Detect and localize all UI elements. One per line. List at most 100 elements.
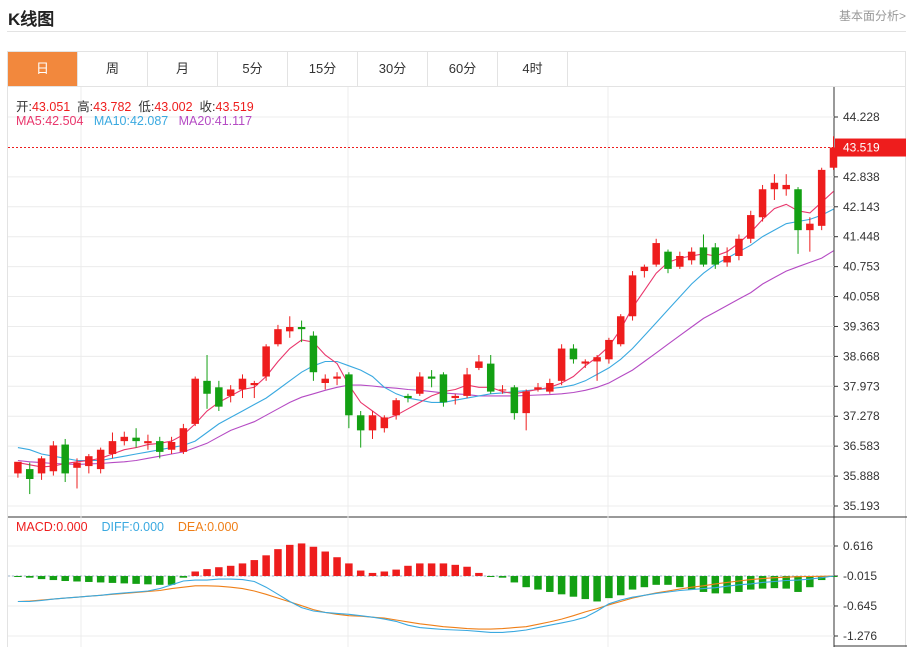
candle-body <box>616 316 625 345</box>
candle-body <box>640 266 649 272</box>
candle-body <box>723 255 731 263</box>
macd-bar <box>49 576 58 581</box>
tab-30min[interactable]: 30分 <box>358 52 428 86</box>
candle-body <box>392 400 400 416</box>
candle-body <box>534 387 542 390</box>
macd-bar <box>510 576 519 583</box>
candle-body <box>427 376 436 379</box>
candle-body <box>49 445 58 472</box>
candle-body <box>404 395 412 399</box>
macd-legend: MACD:0.000 DIFF:0.000 DEA:0.000 <box>16 520 238 534</box>
candle-body <box>747 215 755 239</box>
macd-bar <box>132 576 140 584</box>
kline-chart[interactable]: 44.228 42.838 42.143 41.448 40.753 40.058 39.3… <box>8 87 907 647</box>
page-title: K线图 <box>8 10 55 29</box>
tab-month[interactable]: 月 <box>148 52 218 86</box>
price-tick-label: 35.193 <box>843 499 880 513</box>
tab-5min[interactable]: 5分 <box>218 52 288 86</box>
candle-body <box>463 374 471 396</box>
header: K线图 基本面分析> <box>0 0 911 30</box>
candle-body <box>380 417 389 429</box>
candle-body <box>132 437 140 442</box>
candle-body <box>510 387 519 414</box>
macd-bar <box>723 576 731 594</box>
macd-bar <box>616 576 625 596</box>
macd-bar <box>463 566 471 577</box>
tab-15min[interactable]: 15分 <box>288 52 358 86</box>
macd-bar <box>179 576 188 578</box>
price-tick-label: 42.143 <box>843 200 880 214</box>
price-tick-label: 37.973 <box>843 379 880 393</box>
price-tick-label: 44.228 <box>843 110 880 124</box>
candle-body <box>120 436 129 442</box>
open-value: 43.051 <box>31 100 71 114</box>
candle-body <box>652 243 660 265</box>
candle-body <box>676 255 684 267</box>
macd-bar <box>581 576 590 600</box>
candle-body <box>522 391 530 414</box>
candle-body <box>321 378 329 383</box>
high-value: 43.782 <box>93 100 132 114</box>
macd-bar <box>605 576 613 599</box>
candle-body <box>687 251 696 261</box>
macd-tick-label: -1.276 <box>843 629 877 643</box>
tab-60min[interactable]: 60分 <box>428 52 498 86</box>
macd-bar <box>498 576 507 578</box>
macd-bar <box>167 576 176 585</box>
macd-bar <box>309 546 318 577</box>
macd-value: 0.000 <box>56 520 88 534</box>
fundamental-analysis-link[interactable]: 基本面分析> <box>838 9 906 23</box>
candle-body <box>451 395 459 399</box>
macd-bar <box>262 555 270 577</box>
macd-bar <box>451 564 459 577</box>
candle-body <box>226 389 235 396</box>
candle-body <box>262 346 270 377</box>
macd-bar <box>475 572 483 577</box>
tab-week[interactable]: 周 <box>78 52 148 86</box>
macd-bar <box>215 567 223 577</box>
macd-bar <box>557 576 566 595</box>
macd-bar <box>108 576 117 583</box>
macd-bar <box>534 576 542 590</box>
dea-value: 0.000 <box>207 520 239 534</box>
macd-bar <box>404 565 412 577</box>
macd-bar <box>664 576 672 585</box>
candle-body <box>794 189 802 231</box>
macd-bar <box>593 576 601 602</box>
candle-body <box>85 456 93 467</box>
tab-day[interactable]: 日 <box>8 52 78 86</box>
candle-body <box>356 415 365 431</box>
candle-body <box>14 461 22 474</box>
macd-bar <box>286 544 294 577</box>
ma-legend: MA5:42.504 MA10:42.087 MA20:41.117 <box>16 114 252 128</box>
candle-body <box>368 415 377 431</box>
candle-body <box>699 247 708 265</box>
candle-body <box>25 469 34 480</box>
candle-body <box>345 374 353 416</box>
diff-line <box>17 575 834 633</box>
candle-body <box>829 147 838 168</box>
macd-bar <box>61 576 69 582</box>
macd-bar <box>203 569 211 577</box>
diff-value: 0.000 <box>132 520 164 534</box>
macd-bar <box>747 576 755 590</box>
candle-body <box>593 357 601 362</box>
macd-tick-label: 0.616 <box>843 539 873 553</box>
macd-bar <box>191 571 199 577</box>
ma20-label: MA20: <box>178 114 215 128</box>
candle-body <box>61 444 69 474</box>
last-price-tag <box>835 138 906 157</box>
tab-4hour[interactable]: 4时 <box>498 52 568 86</box>
ma10-value: 42.087 <box>129 114 169 128</box>
period-tabs: 日 周 月 5分 15分 30分 60分 4时 <box>7 51 906 87</box>
dea-label: DEA: <box>177 520 208 534</box>
candle-body <box>735 238 743 256</box>
candle-body <box>605 339 613 360</box>
dea-line <box>17 575 834 630</box>
candle-body <box>475 361 483 368</box>
candle-body <box>817 169 826 226</box>
macd-bar <box>380 571 389 577</box>
macd-tick-label: -0.015 <box>843 569 877 583</box>
last-price-label: 43.519 <box>843 141 880 155</box>
price-tick-label: 39.363 <box>843 319 880 333</box>
